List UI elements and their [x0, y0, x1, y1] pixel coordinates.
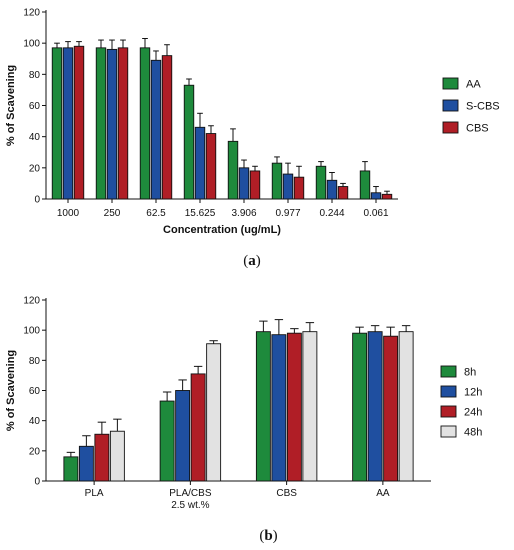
- legend-label: 12h: [464, 387, 482, 399]
- legend-swatch: [440, 405, 457, 418]
- legend-label: 24h: [464, 407, 482, 419]
- y-tick-label: 120: [23, 8, 40, 19]
- legend-swatch: [440, 385, 457, 398]
- bar-12h: [367, 331, 383, 482]
- legend-label: CBS: [466, 123, 489, 135]
- legend-swatch: [442, 77, 459, 90]
- bar-cbs: [249, 170, 261, 200]
- bar-aa: [315, 165, 327, 200]
- bar-12h: [175, 390, 191, 482]
- x-tick-label: 1000: [57, 208, 80, 219]
- legend: AA S-CBS CBS: [442, 77, 500, 135]
- bar-cbs: [205, 133, 217, 200]
- x-tick-label: PLA/CBS: [169, 488, 212, 499]
- x-tick-label: 0.061: [363, 208, 388, 219]
- bar-cbs: [337, 186, 349, 200]
- legend-label: AA: [466, 79, 481, 91]
- y-tick-label: 100: [23, 39, 40, 50]
- x-tick-label: 3.906: [231, 208, 256, 219]
- bar-12h: [78, 445, 94, 482]
- bar-8h: [255, 331, 271, 482]
- bar-s-cbs: [62, 47, 74, 200]
- bar-48h: [109, 430, 125, 482]
- bar-s-cbs: [370, 192, 382, 200]
- y-axis-label: % of Scavening: [5, 65, 17, 146]
- x-tick-label: AA: [376, 488, 390, 499]
- bar-s-cbs: [106, 48, 118, 200]
- y-tick-label: 120: [23, 296, 40, 307]
- x-tick-label: CBS: [276, 488, 297, 499]
- bar-48h: [302, 331, 318, 482]
- bar-8h: [63, 456, 79, 482]
- bar-s-cbs: [150, 59, 162, 200]
- y-tick-label: 100: [23, 326, 40, 337]
- bar-cbs: [73, 45, 85, 200]
- bar-s-cbs: [194, 126, 206, 200]
- legend-swatch: [440, 365, 457, 378]
- y-axis-label: % of Scavening: [5, 350, 17, 431]
- bar-24h: [383, 335, 399, 482]
- legend-label: 8h: [464, 367, 476, 379]
- panel-caption: (a): [243, 253, 261, 269]
- x-tick-label: 0.977: [275, 208, 300, 219]
- y-tick-label: 60: [29, 386, 41, 397]
- bar-cbs: [117, 47, 129, 200]
- bar-24h: [286, 332, 302, 482]
- bar-s-cbs: [238, 167, 250, 200]
- bar-24h: [190, 373, 206, 482]
- legend-label: S-CBS: [466, 101, 500, 113]
- bar-aa: [359, 170, 371, 200]
- bar-8h: [159, 400, 175, 482]
- x-tick-label: 62.5: [146, 208, 166, 219]
- bar-aa: [227, 140, 239, 200]
- bar-aa: [139, 47, 151, 200]
- bar-aa: [271, 162, 283, 200]
- x-tick-label: PLA: [85, 488, 104, 499]
- bar-s-cbs: [282, 173, 294, 200]
- y-tick-label: 80: [29, 356, 41, 367]
- chart-panel-a: 0 20 40 60 80 100 120 % of Scavening 1000 250 62.5…: [5, 8, 500, 270]
- bar-48h: [206, 343, 222, 482]
- bar-cbs: [293, 176, 305, 200]
- bar-aa: [95, 47, 107, 200]
- bar-12h: [271, 334, 287, 482]
- x-tick-label: 0.244: [319, 208, 344, 219]
- legend-swatch: [442, 121, 459, 134]
- x-axis-label: Concentration (ug/mL): [163, 224, 281, 236]
- y-tick-label: 80: [29, 70, 41, 81]
- y-tick-label: 40: [29, 416, 41, 427]
- legend: 8h 12h 24h 48h: [440, 365, 482, 439]
- panel-caption: (b): [259, 528, 277, 544]
- bar-aa: [183, 84, 195, 200]
- bar-cbs: [161, 55, 173, 200]
- bar-8h: [352, 332, 368, 482]
- legend-swatch: [440, 425, 457, 438]
- y-tick-label: 0: [34, 477, 40, 488]
- bar-aa: [51, 47, 63, 200]
- x-tick-label: 15.625: [185, 208, 216, 219]
- y-tick-label: 20: [29, 446, 41, 457]
- legend-label: 48h: [464, 427, 482, 439]
- y-tick-label: 0: [34, 195, 40, 206]
- y-tick-label: 60: [29, 101, 41, 112]
- y-tick-label: 20: [29, 163, 41, 174]
- x-tick-label: 250: [104, 208, 121, 219]
- bar-s-cbs: [326, 179, 338, 200]
- x-tick-label: 2.5 wt.%: [171, 500, 209, 511]
- bar-24h: [94, 433, 110, 482]
- bar-48h: [398, 331, 414, 482]
- y-tick-label: 40: [29, 132, 41, 143]
- bar-cbs: [381, 193, 393, 200]
- legend-swatch: [442, 99, 459, 112]
